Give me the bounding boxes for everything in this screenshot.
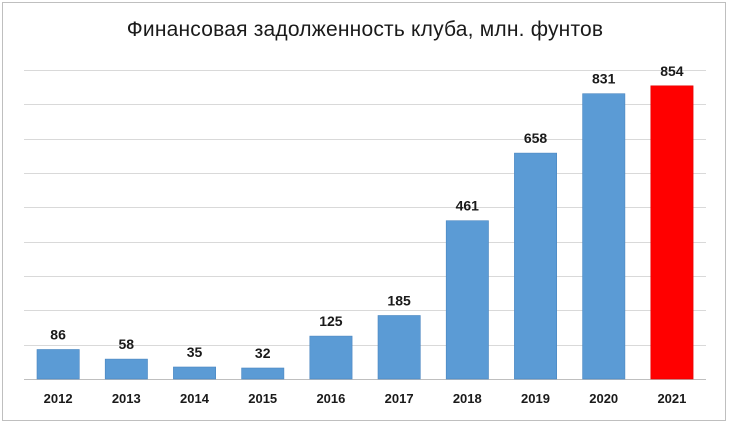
bar-2012 (36, 349, 80, 380)
data-label-2018: 461 (456, 198, 480, 214)
bars (36, 85, 694, 380)
data-labels: 86 58 35 32 125 185 461 658 831 854 (50, 63, 683, 361)
data-label-2013: 58 (119, 336, 135, 352)
x-tick-label-2021: 2021 (657, 391, 686, 406)
data-label-2014: 35 (187, 344, 203, 360)
bar-2015 (241, 367, 285, 380)
chart-title: Финансовая задолженность клуба, млн. фун… (126, 18, 604, 41)
x-tick-label-2018: 2018 (453, 391, 482, 406)
x-tick-label-2014: 2014 (180, 391, 210, 406)
bar-2018 (445, 220, 489, 380)
x-tick-label-2015: 2015 (248, 391, 277, 406)
data-label-2017: 185 (387, 293, 411, 309)
data-label-2016: 125 (319, 313, 343, 329)
bar-2016 (309, 335, 353, 380)
data-label-2019: 658 (524, 130, 548, 146)
x-tick-label-2016: 2016 (316, 391, 345, 406)
data-label-2020: 831 (592, 71, 616, 87)
x-tick-label-2020: 2020 (589, 391, 618, 406)
x-tick-label-2012: 2012 (44, 391, 73, 406)
x-tick-label-2017: 2017 (385, 391, 414, 406)
bar-2021 (650, 85, 694, 380)
bar-2017 (377, 315, 421, 380)
data-label-2021: 854 (660, 63, 684, 79)
x-tick-label-2019: 2019 (521, 391, 550, 406)
x-tick-label-2013: 2013 (112, 391, 141, 406)
bar-2019 (514, 152, 558, 380)
bar-2014 (173, 366, 216, 380)
data-label-2012: 86 (50, 327, 66, 343)
x-tick-labels: 2012 2013 2014 2015 2016 2017 2018 2019 2020 2021 (44, 391, 687, 406)
bar-2020 (582, 93, 626, 380)
bar-2013 (104, 358, 148, 380)
data-label-2015: 32 (255, 345, 271, 361)
